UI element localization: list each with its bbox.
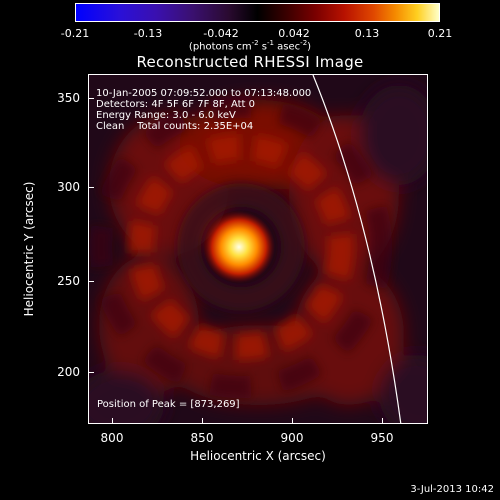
x-tick-mark [112,418,113,424]
x-tick-label: 850 [190,431,214,445]
x-tick-mark [382,418,383,424]
colorbar-tick: -0.042 [203,27,239,40]
y-tick-mark [88,281,94,282]
y-tick-label: 250 [57,274,80,288]
colorbar-tick: 0.042 [278,27,310,40]
plot-title: Reconstructed RHESSI Image [136,53,364,71]
colorbar [75,3,440,22]
colorbar-tick: -0.21 [60,27,90,40]
peak-position-label: Position of Peak = [873,269] [97,399,240,410]
peak-source [203,211,275,283]
x-axis-title: Heliocentric X (arcsec) [190,449,326,463]
y-tick-mark [88,187,94,188]
y-tick-mark [88,98,94,99]
x-tick-label: 950 [370,431,394,445]
colorbar-tick: -0.13 [133,27,163,40]
y-axis-title: Heliocentric Y (arcsec) [22,181,36,317]
ring-structure [90,96,392,398]
y-tick-mark [88,372,94,373]
observation-info: 10-Jan-2005 07:09:52.000 to 07:13:48.000… [96,88,312,132]
y-tick-label: 350 [57,91,80,105]
rhessi-image [89,75,427,423]
x-tick-label: 900 [280,431,304,445]
colorbar-tick: 0.13 [354,27,380,40]
x-tick-mark [292,418,293,424]
colorbar-unit: (photons cm-2 s-1 asec-2) [188,39,312,53]
solar-limb [312,75,402,423]
image-plot: 10-Jan-2005 07:09:52.000 to 07:13:48.000… [88,74,428,424]
y-tick-label: 300 [57,180,80,194]
y-tick-label: 200 [57,365,80,379]
colorbar-tick: 0.21 [427,27,453,40]
x-tick-label: 800 [100,431,124,445]
generation-timestamp: 3-Jul-2013 10:42 [410,484,494,495]
x-tick-mark [202,418,203,424]
